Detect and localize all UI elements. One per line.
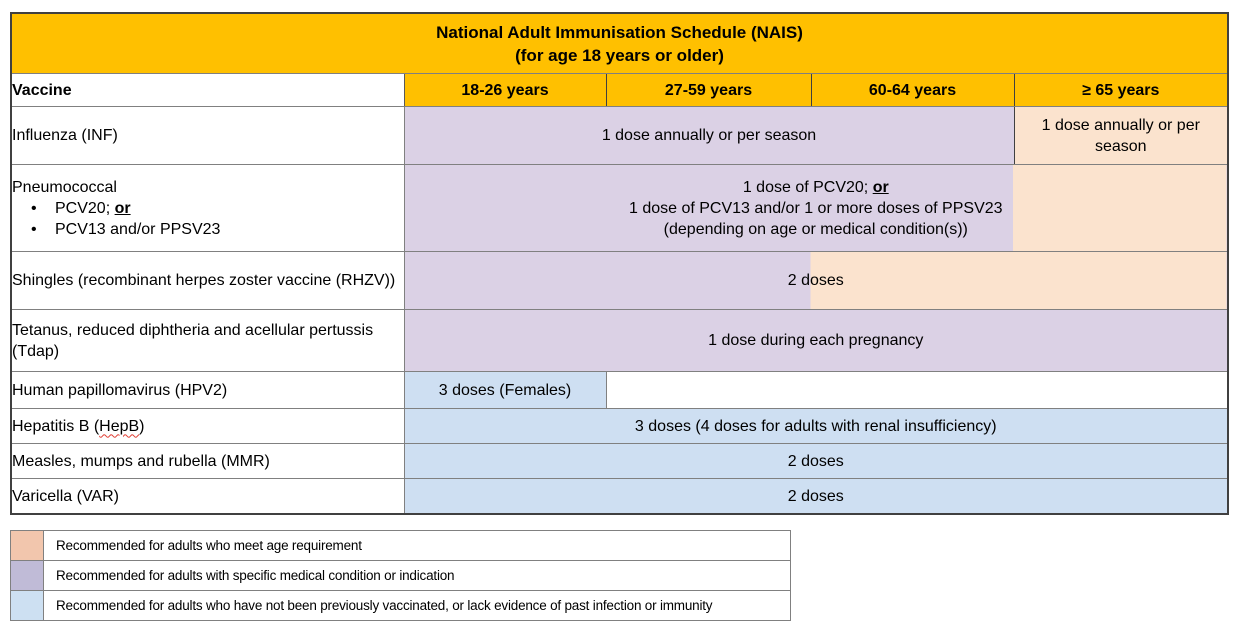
column-header-row: Vaccine 18-26 years 27-59 years 60-64 ye… [11, 73, 1229, 107]
legend-row-medical: Recommended for adults with specific med… [10, 560, 791, 591]
bullet-icon: • [31, 220, 37, 238]
pneumococcal-title: Pneumococcal [12, 178, 117, 196]
pneumococcal-bullet-2: • PCV13 and/or PPSV23 [31, 220, 221, 238]
row-shingles: Shingles (recombinant herpes zoster vacc… [11, 251, 1229, 310]
legend-label-not-vaccinated: Recommended for adults who have not been… [43, 590, 791, 621]
dose-cell-varicella: 2 doses [404, 478, 1229, 515]
row-pneumococcal: Pneumococcal • PCV20; or • PCV13 and/or PP… [11, 164, 1229, 252]
column-header-27-59: 27-59 years [605, 73, 812, 107]
row-varicella: Varicella (VAR) 2 doses [11, 478, 1229, 515]
legend-table: Recommended for adults who meet age requ… [10, 530, 791, 621]
dose-cell-influenza-65-plus: 1 dose annually or per season [1013, 106, 1229, 165]
title-row: National Adult Immunisation Schedule (NA… [11, 12, 1229, 74]
dose-cell-tdap: 1 dose during each pregnancy [404, 309, 1229, 372]
legend-swatch-not-vaccinated [10, 590, 44, 621]
legend-label-age-requirement: Recommended for adults who meet age requ… [43, 530, 791, 561]
pneumococcal-dose-line2: 1 dose of PCV13 and/or 1 or more doses o… [628, 199, 1003, 217]
column-header-18-26: 18-26 years [403, 73, 607, 107]
vaccine-label-tdap: Tetanus, reduced diphtheria and acellula… [11, 309, 405, 372]
legend-swatch-medical-condition [10, 560, 44, 591]
table-title: National Adult Immunisation Schedule (NA… [11, 12, 1229, 74]
pneumococcal-dose-line1: 1 dose of PCV20; or [742, 178, 889, 196]
row-mmr: Measles, mumps and rubella (MMR) 2 doses [11, 443, 1229, 479]
legend-swatch-age-requirement [10, 530, 44, 561]
pneumococcal-dose-line3: (depending on age or medical condition(s… [663, 220, 968, 238]
nais-schedule-table: National Adult Immunisation Schedule (NA… [10, 12, 1230, 515]
row-influenza: Influenza (INF) 1 dose annually or per s… [11, 106, 1229, 165]
vaccine-label-pneumococcal: Pneumococcal • PCV20; or • PCV13 and/or PP… [11, 164, 405, 252]
legend-row-unvaccinated: Recommended for adults who have not been… [10, 590, 791, 621]
legend-row-age: Recommended for adults who meet age requ… [10, 530, 791, 561]
dose-cell-influenza-18-64: 1 dose annually or per season [404, 106, 1014, 165]
pneumococcal-bullet-1: • PCV20; or [31, 199, 131, 217]
legend-label-medical-condition: Recommended for adults with specific med… [43, 560, 791, 591]
table-title-line1: National Adult Immunisation Schedule (NA… [436, 22, 803, 42]
vaccine-label-hepb: Hepatitis B (HepB) [11, 408, 405, 444]
vaccine-label-hpv: Human papillomavirus (HPV2) [11, 371, 405, 409]
vaccine-label-varicella: Varicella (VAR) [11, 478, 405, 515]
vaccine-label-mmr: Measles, mumps and rubella (MMR) [11, 443, 405, 479]
dose-cell-hpv-empty [606, 371, 1229, 409]
dose-cell-shingles: 2 doses [404, 251, 1229, 310]
column-header-65-plus: ≥ 65 years [1013, 73, 1229, 107]
vaccine-label-shingles: Shingles (recombinant herpes zoster vacc… [11, 251, 405, 310]
bullet-icon: • [31, 199, 37, 217]
column-header-vaccine: Vaccine [11, 73, 405, 107]
vaccine-label-influenza: Influenza (INF) [11, 106, 405, 165]
hepb-spellcheck-word: HepB [99, 417, 140, 435]
table-title-line2: (for age 18 years or older) [515, 45, 724, 65]
dose-cell-mmr: 2 doses [404, 443, 1229, 479]
row-hepb: Hepatitis B (HepB) 3 doses (4 doses for … [11, 408, 1229, 444]
dose-cell-pneumococcal: 1 dose of PCV20; or 1 dose of PCV13 and/… [404, 164, 1229, 252]
column-header-60-64: 60-64 years [810, 73, 1015, 107]
dose-cell-hepb: 3 doses (4 doses for adults with renal i… [404, 408, 1229, 444]
row-tdap: Tetanus, reduced diphtheria and acellula… [11, 309, 1229, 372]
dose-cell-hpv-18-26: 3 doses (Females) [404, 371, 607, 409]
row-hpv: Human papillomavirus (HPV2) 3 doses (Fem… [11, 371, 1229, 409]
